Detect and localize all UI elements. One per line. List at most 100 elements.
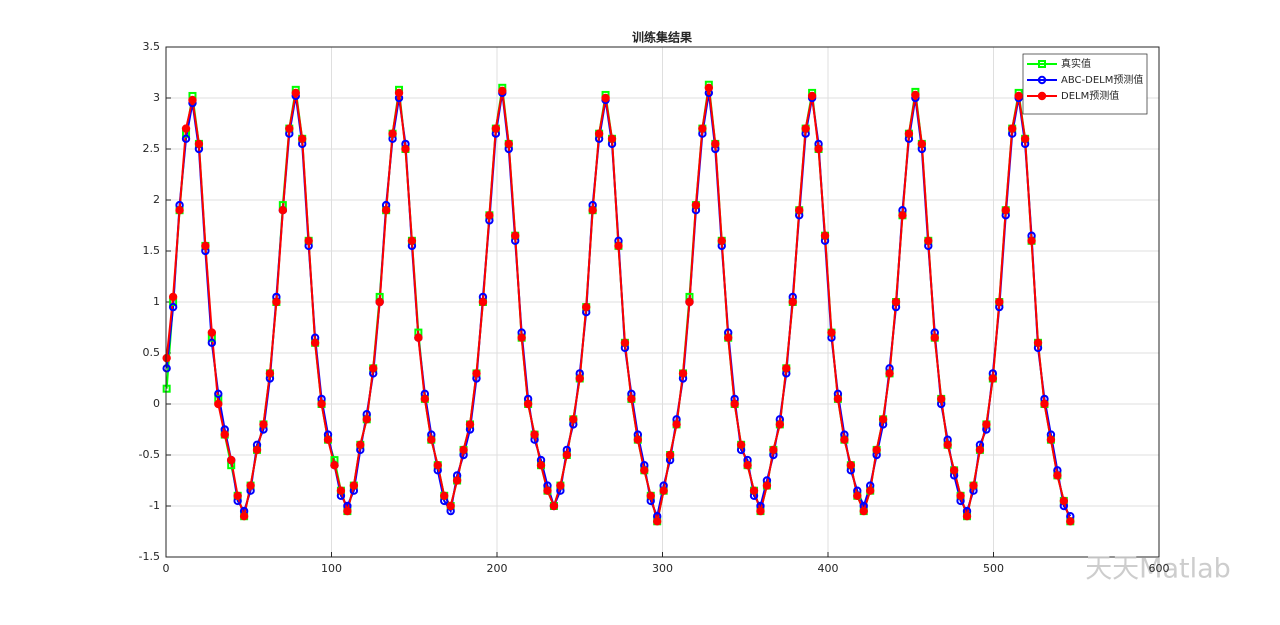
marker — [291, 88, 300, 98]
marker — [181, 124, 191, 133]
marker — [239, 512, 249, 521]
marker — [678, 369, 688, 378]
marker — [898, 211, 907, 220]
marker — [633, 435, 643, 444]
marker — [788, 297, 797, 307]
marker — [536, 461, 546, 470]
marker — [485, 211, 494, 220]
marker — [704, 83, 714, 93]
marker — [601, 93, 610, 103]
legend: 真实值 ABC-DELM预测值 DELM预测值 — [1022, 53, 1148, 115]
marker — [762, 481, 772, 490]
y-tick-label: 1.5 — [143, 244, 161, 257]
marker — [343, 506, 352, 516]
marker — [846, 461, 856, 470]
y-tick-label: 2 — [153, 193, 160, 206]
marker — [795, 206, 804, 215]
marker — [775, 420, 785, 429]
marker — [181, 134, 191, 144]
marker — [672, 420, 681, 429]
marker — [756, 506, 765, 516]
marker — [782, 364, 791, 373]
marker — [433, 461, 442, 470]
series-markers — [162, 80, 1075, 526]
marker — [943, 440, 952, 449]
marker — [478, 297, 488, 307]
marker — [698, 124, 707, 133]
marker — [162, 384, 171, 393]
marker — [891, 297, 901, 307]
marker — [401, 144, 410, 154]
marker — [691, 200, 701, 210]
y-tick-label: 3.5 — [143, 40, 161, 53]
marker — [1027, 236, 1036, 246]
marker — [820, 231, 830, 240]
legend-marker — [1037, 91, 1047, 101]
marker — [523, 399, 533, 409]
marker — [420, 394, 430, 404]
marker — [511, 231, 520, 240]
marker — [556, 481, 565, 490]
marker — [259, 420, 268, 429]
marker — [207, 328, 217, 337]
marker — [736, 440, 746, 449]
x-tick-label: 100 — [321, 562, 342, 575]
marker — [388, 129, 397, 138]
marker — [878, 415, 888, 424]
marker — [949, 466, 959, 475]
marker — [188, 95, 197, 105]
marker — [866, 486, 875, 495]
marker — [620, 338, 630, 347]
marker — [543, 486, 552, 495]
marker — [659, 486, 668, 495]
marker — [749, 486, 759, 495]
marker — [336, 486, 346, 495]
marker — [407, 236, 417, 246]
marker — [872, 445, 881, 455]
marker — [730, 399, 739, 409]
marker — [162, 353, 171, 363]
y-tick-label: -1.5 — [139, 550, 160, 563]
axes-box — [165, 46, 1160, 558]
marker — [982, 420, 991, 429]
marker — [562, 450, 572, 460]
marker — [1014, 91, 1023, 101]
marker — [207, 338, 217, 347]
marker — [194, 139, 204, 149]
y-tick-label: -0.5 — [139, 448, 160, 461]
marker — [310, 338, 320, 347]
marker — [911, 90, 920, 100]
watermark: 天天Matlab — [1085, 554, 1231, 585]
marker — [640, 466, 649, 475]
marker — [246, 481, 255, 490]
marker — [427, 435, 436, 444]
marker — [569, 415, 578, 424]
marker — [1033, 338, 1043, 347]
marker — [614, 241, 623, 251]
marker — [304, 236, 313, 246]
marker — [394, 88, 404, 98]
marker — [1040, 399, 1049, 409]
marker — [743, 461, 752, 470]
marker — [369, 364, 378, 373]
marker — [930, 333, 939, 342]
marker — [214, 389, 223, 398]
y-tick-label: 2.5 — [143, 142, 161, 155]
marker — [827, 328, 836, 337]
marker — [459, 445, 468, 455]
marker — [349, 481, 359, 490]
marker — [1053, 471, 1062, 480]
marker — [917, 139, 927, 149]
marker — [162, 364, 171, 373]
x-tick-label: 500 — [983, 562, 1004, 575]
marker — [323, 435, 333, 444]
legend-label: 真实值 — [1061, 57, 1091, 70]
marker — [995, 297, 1004, 307]
marker — [627, 394, 636, 404]
marker — [885, 369, 894, 378]
marker — [265, 369, 275, 378]
marker — [362, 415, 371, 424]
marker — [446, 501, 455, 511]
marker — [646, 491, 655, 500]
marker — [214, 399, 223, 409]
